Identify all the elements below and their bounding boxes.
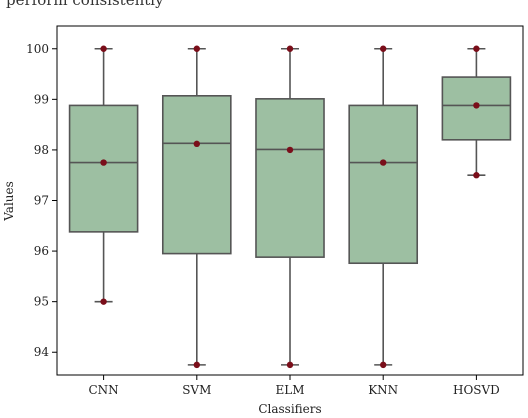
point-min-cnn <box>100 298 107 305</box>
box-group-cnn <box>68 45 139 305</box>
point-max-cnn <box>100 45 107 52</box>
box-group-svm <box>161 45 232 369</box>
point-max-svm <box>193 45 200 52</box>
x-tick-label: SVM <box>182 383 211 397</box>
y-tick-label: 96 <box>34 244 49 258</box>
x-tick-label: CNN <box>89 383 119 397</box>
box-knn <box>348 104 419 265</box>
x-tick-label: KNN <box>368 383 398 397</box>
y-tick-label: 94 <box>34 345 50 359</box>
point-mean-svm <box>193 140 200 148</box>
point-mean-knn <box>380 159 387 166</box>
y-tick-label: 95 <box>34 295 49 309</box>
box-group-elm <box>255 45 325 369</box>
point-min-elm <box>286 361 294 369</box>
y-tick-label: 97 <box>34 194 49 208</box>
box-cnn <box>68 104 139 233</box>
x-axis: CNN SVM ELM KNN HOSVD <box>89 375 500 397</box>
y-axis-label: Values <box>2 181 16 222</box>
y-tick-label: 98 <box>34 143 49 157</box>
point-min-knn <box>380 361 387 369</box>
point-mean-elm <box>286 146 294 154</box>
x-tick-label: HOSVD <box>453 383 500 397</box>
box-group-knn <box>348 45 419 369</box>
y-tick-label: 99 <box>34 92 49 106</box>
x-tick-label: ELM <box>275 383 304 397</box>
box-svm <box>161 95 232 255</box>
box-elm <box>255 98 325 258</box>
x-axis-label: Classifiers <box>258 402 321 416</box>
top-strip: perform consistently <box>0 0 528 20</box>
point-mean-cnn <box>100 159 107 166</box>
point-mean-hosvd <box>473 102 480 109</box>
y-axis: 94 95 96 97 98 99 100 <box>26 42 57 359</box>
point-max-knn <box>380 45 387 52</box>
point-max-elm <box>286 45 294 52</box>
point-min-hosvd <box>473 172 480 179</box>
point-min-svm <box>193 361 200 369</box>
box-group-hosvd <box>441 45 512 179</box>
plot-content <box>68 45 512 369</box>
y-tick-label: 100 <box>26 42 49 56</box>
top-strip-text: perform consistently <box>6 0 164 9</box>
point-max-hosvd <box>473 45 480 52</box>
